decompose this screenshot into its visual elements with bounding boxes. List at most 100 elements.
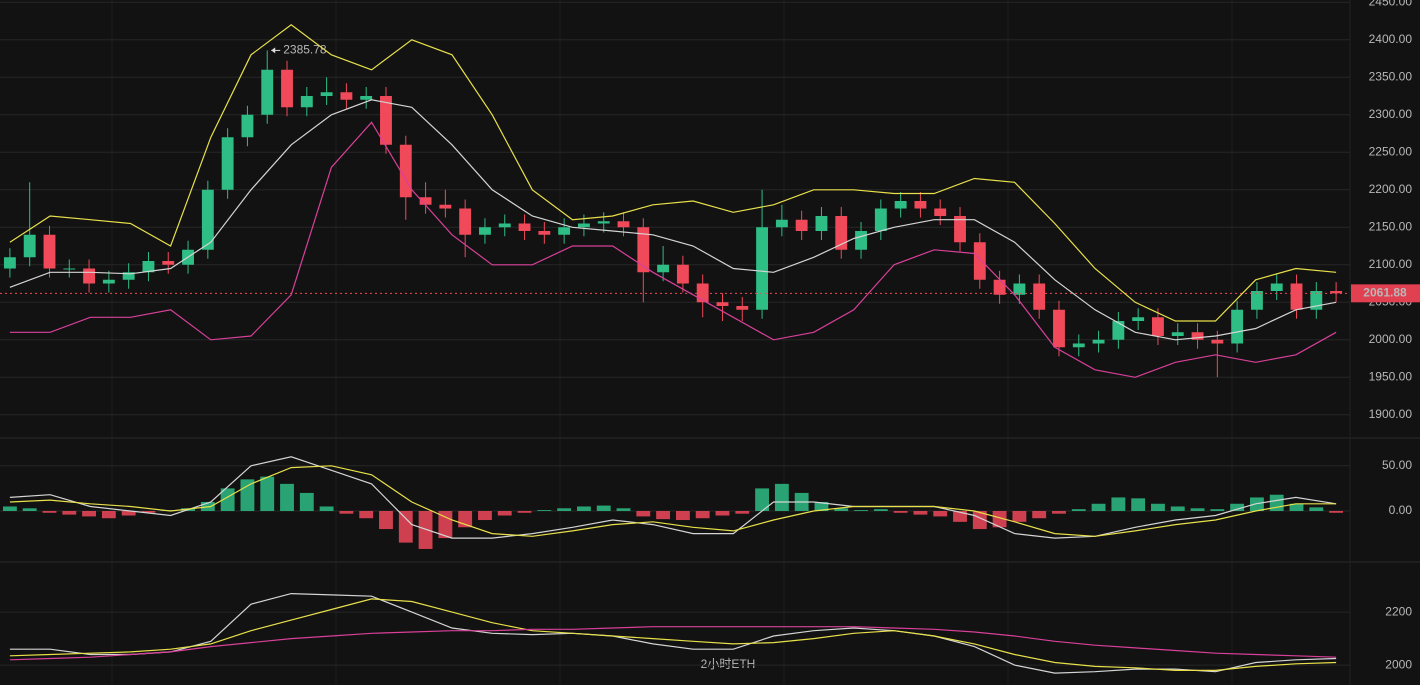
candle-body bbox=[1033, 283, 1046, 310]
candle-body bbox=[973, 242, 986, 280]
macd-histogram-bar bbox=[42, 510, 57, 513]
candle-body bbox=[63, 268, 76, 270]
candle-body bbox=[1231, 309, 1244, 344]
annotation-arrowhead bbox=[271, 47, 276, 54]
macd-histogram-bar bbox=[240, 479, 255, 511]
macd-histogram-bar bbox=[1289, 503, 1304, 511]
macd-histogram-bar bbox=[834, 508, 849, 511]
candle-body bbox=[83, 268, 96, 284]
macd-histogram-bar bbox=[675, 510, 690, 521]
y-tick-label: 2350.00 bbox=[1369, 69, 1413, 83]
candle-body bbox=[617, 221, 630, 228]
candle-body bbox=[459, 208, 472, 235]
candle-body bbox=[1171, 332, 1184, 336]
macd-histogram-bar bbox=[1032, 510, 1047, 519]
candle-body bbox=[479, 227, 491, 235]
high-annotation: 2385.78 bbox=[283, 43, 327, 57]
y-tick-label: 2400.00 bbox=[1369, 32, 1413, 46]
candle-body bbox=[300, 96, 313, 108]
macd-histogram-bar bbox=[220, 488, 235, 511]
candle-body bbox=[558, 227, 571, 235]
macd-histogram-bar bbox=[1131, 498, 1146, 511]
macd-histogram-bar bbox=[2, 506, 17, 511]
candle-body bbox=[518, 223, 531, 231]
macd-histogram-bar bbox=[82, 510, 97, 517]
macd-histogram-bar bbox=[1012, 510, 1027, 522]
candle-body bbox=[795, 219, 808, 231]
indicator-line bbox=[9, 456, 1337, 539]
candle-body bbox=[23, 234, 36, 258]
macd-histogram-bar bbox=[576, 506, 591, 511]
y-tick-label: 2100.00 bbox=[1369, 257, 1413, 271]
macd-histogram-bar bbox=[121, 510, 136, 516]
macd-histogram-bar bbox=[755, 488, 770, 511]
macd-histogram-bar bbox=[596, 505, 611, 511]
y-tick-label: 2150.00 bbox=[1369, 219, 1413, 233]
y-tick-label: 1950.00 bbox=[1369, 369, 1413, 383]
candle-body bbox=[261, 69, 274, 115]
indicator-line bbox=[9, 99, 1337, 341]
candle-body bbox=[637, 227, 650, 273]
candle-body bbox=[538, 231, 551, 235]
macd-histogram-bar bbox=[1190, 508, 1205, 511]
macd-histogram-bar bbox=[953, 510, 967, 522]
indicator-line bbox=[9, 465, 1337, 537]
macd-histogram-bar bbox=[1329, 510, 1344, 513]
y-tick-label: 2250.00 bbox=[1369, 144, 1413, 158]
candle-body bbox=[360, 96, 373, 100]
macd-histogram-bar bbox=[774, 483, 789, 511]
candle-body bbox=[1112, 321, 1125, 340]
macd-histogram-bar bbox=[1151, 503, 1165, 511]
candle-body bbox=[1053, 309, 1065, 348]
macd-histogram-bar bbox=[557, 508, 572, 511]
caption: 2小时ETH bbox=[701, 657, 756, 671]
macd-histogram-bar bbox=[319, 506, 334, 511]
candle-body bbox=[1092, 339, 1105, 344]
macd-histogram-bar bbox=[62, 510, 77, 515]
candle-body bbox=[934, 208, 947, 216]
macd-histogram-bar bbox=[893, 510, 908, 513]
macd-histogram-bar bbox=[873, 509, 888, 511]
candle-body bbox=[954, 216, 966, 243]
candle-body bbox=[142, 261, 155, 273]
y-tick-label: 2450.00 bbox=[1369, 0, 1413, 8]
macd-histogram-bar bbox=[1309, 507, 1324, 511]
macd-histogram-bar bbox=[933, 510, 948, 517]
macd-histogram-bar bbox=[141, 510, 156, 513]
macd-histogram-bar bbox=[972, 510, 987, 530]
candle-body bbox=[498, 223, 511, 228]
candle-body bbox=[201, 189, 214, 250]
last-price-label: 2061.88 bbox=[1363, 286, 1407, 300]
macd-histogram-bar bbox=[22, 508, 37, 511]
macd-histogram-bar bbox=[992, 510, 1007, 528]
y-tick-label: 0.00 bbox=[1389, 503, 1413, 517]
macd-histogram-bar bbox=[715, 510, 730, 516]
candle-body bbox=[874, 208, 887, 231]
candle-body bbox=[1250, 291, 1263, 310]
candle-body bbox=[894, 201, 907, 209]
candle-body bbox=[835, 216, 848, 250]
y-tick-label: 2000.00 bbox=[1369, 332, 1413, 346]
macd-histogram-bar bbox=[1111, 497, 1126, 511]
candle-body bbox=[241, 114, 254, 138]
candle-body bbox=[162, 261, 175, 265]
macd-histogram-bar bbox=[359, 510, 374, 519]
macd-histogram-bar bbox=[1210, 509, 1225, 511]
candle-body bbox=[736, 306, 749, 310]
candle-body bbox=[281, 69, 293, 108]
candle-body bbox=[380, 96, 392, 145]
candle-body bbox=[3, 257, 16, 269]
candle-body bbox=[1072, 343, 1085, 348]
macd-histogram-bar bbox=[735, 510, 750, 514]
candle-body bbox=[696, 283, 709, 303]
candle-body bbox=[122, 272, 135, 280]
candle-body bbox=[577, 223, 590, 228]
candle-body bbox=[1152, 317, 1164, 336]
y-tick-label: 1900.00 bbox=[1369, 407, 1413, 421]
macd-histogram-bar bbox=[1071, 509, 1086, 511]
candle-body bbox=[855, 231, 867, 250]
candle-body bbox=[1211, 339, 1224, 344]
macd-histogram-bar bbox=[1052, 510, 1066, 514]
